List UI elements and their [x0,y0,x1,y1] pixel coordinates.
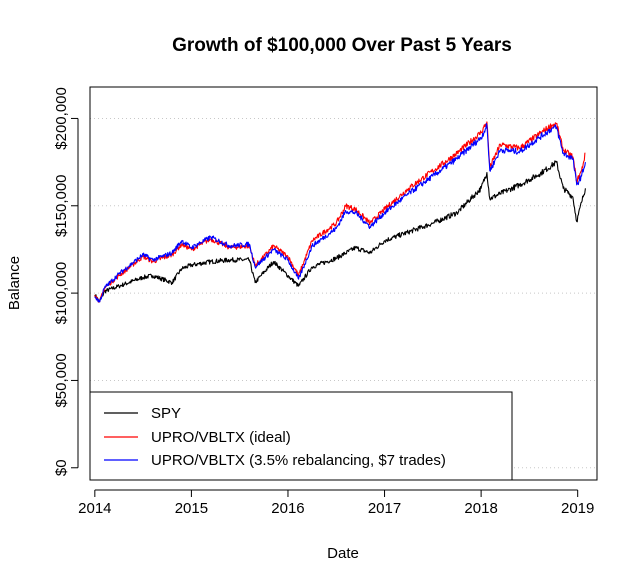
legend: SPY UPRO/VBLTX (ideal) UPRO/VBLTX (3.5% … [89,391,513,481]
x-axis-label: Date [327,545,359,562]
series-line-upro-vbltx-3-5-rebalancing-7-trades [94,122,586,303]
x-axis: 2014 2015 2016 2017 2018 2019 [78,489,594,517]
legend-box [89,391,513,481]
y-tick-label-0: $0 [53,459,70,476]
chart-title: Growth of $100,000 Over Past 5 Years [172,35,512,56]
x-tick-label-4: 2018 [464,500,497,517]
x-tick-label-1: 2015 [175,500,208,517]
y-tick-label-1: $50,000 [53,353,70,407]
series-layer [94,121,586,303]
y-tick-label-4: $200,000 [53,87,70,150]
x-tick-label-0: 2014 [78,500,111,517]
y-axis: $0 $50,000 $100,000 $150,000 $200,000 [53,87,79,476]
y-tick-label-3: $150,000 [53,174,70,237]
y-axis-label: Balance [6,256,23,310]
x-tick-label-2: 2016 [271,500,304,517]
series-line-spy [94,160,586,303]
x-tick-label-5: 2019 [561,500,594,517]
legend-label-spy: SPY [151,405,181,422]
y-tick-label-2: $100,000 [53,262,70,325]
x-tick-label-3: 2017 [368,500,401,517]
legend-label-upro-rebalancing: UPRO/VBLTX (3.5% rebalancing, $7 trades) [151,452,446,469]
legend-label-upro-ideal: UPRO/VBLTX (ideal) [151,429,291,446]
